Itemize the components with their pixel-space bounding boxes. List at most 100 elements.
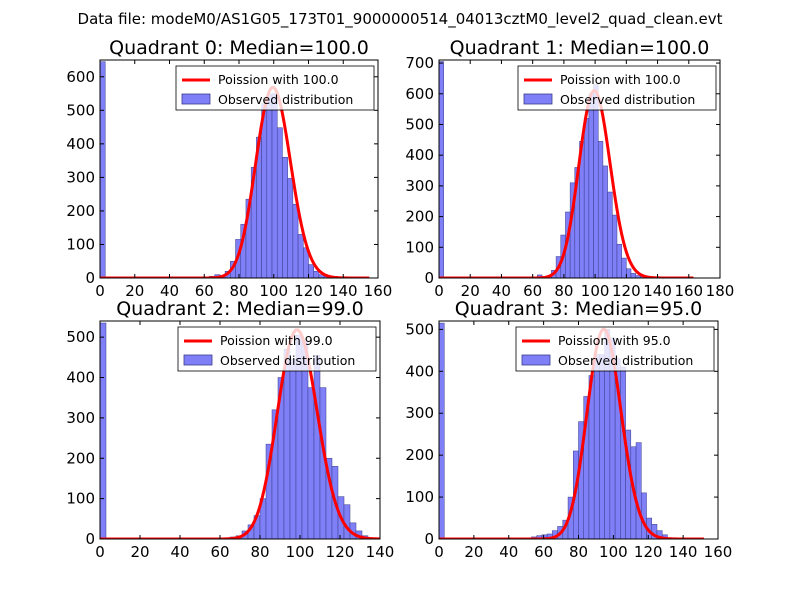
quadrant-0-xtick-label: 140 [329, 282, 358, 300]
quadrant-2-ytick-label: 100 [66, 490, 95, 508]
quadrant-2-fit-line [100, 328, 380, 539]
quadrant-3-xtick-label: 140 [669, 543, 698, 561]
quadrant-0-bar [100, 61, 106, 278]
quadrant-2-legend-line-label: Poission with 99.0 [220, 333, 333, 348]
quadrant-3-bar [620, 366, 626, 539]
quadrant-0-ytick-label: 300 [66, 168, 95, 186]
quadrant-3-chart: Quadrant 3: Median=95.0 0 20 40 60 80 100 120 14… [405, 298, 732, 561]
quadrant-0-bar [276, 127, 283, 278]
quadrant-1-bar [593, 84, 599, 278]
quadrant-0-xtick-label: 40 [160, 282, 179, 300]
quadrant-1-xtick-label: 60 [523, 282, 542, 300]
quadrant-1-title: Quadrant 1: Median=100.0 [450, 37, 710, 59]
quadrant-1-xtick-label: 160 [674, 282, 703, 300]
quadrant-2-legend-bar-swatch [183, 354, 213, 366]
quadrant-2-ytick-label: 0 [85, 530, 95, 548]
quadrant-0-bar [261, 103, 268, 278]
quadrant-1-ytick-label: 300 [405, 177, 434, 195]
quadrant-0-bar [308, 264, 314, 278]
quadrant-0-chart: Quadrant 0: Median=100.0 0 20 40 60 80 100 120 1… [66, 37, 392, 300]
figure-title: Data file: modeM0/AS1G05_173T01_90000005… [78, 10, 723, 29]
quadrant-3-bar [599, 354, 605, 539]
quadrant-1-bar [607, 191, 613, 278]
quadrant-2-ytick-label: 400 [66, 369, 95, 387]
quadrant-0-xtick-label: 160 [364, 282, 393, 300]
quadrant-1-bar [612, 214, 618, 278]
quadrant-3-xtick-label: 120 [634, 543, 663, 561]
quadrant-2-plot-area [100, 322, 380, 539]
quadrant-1-plot-area [439, 61, 694, 278]
quadrant-2-ytick-label: 200 [66, 449, 95, 467]
quadrant-0-bar [282, 157, 288, 278]
quadrant-0-plot-area [100, 61, 370, 278]
quadrant-1-legend-line-label: Poission with 100.0 [560, 72, 681, 87]
quadrant-3-fit-line [439, 327, 705, 539]
quadrant-1-axes-frame [438, 59, 721, 279]
quadrant-1-xtick-label: 140 [643, 282, 672, 300]
quadrant-1-bar [626, 268, 632, 278]
quadrant-2-bar [313, 355, 321, 539]
quadrant-3-xtick-label: 60 [534, 543, 553, 561]
quadrant-0-ytick-label: 0 [85, 269, 95, 287]
quadrant-0-ytick-label: 400 [66, 135, 95, 153]
quadrant-2-title: Quadrant 2: Median=99.0 [116, 298, 364, 320]
quadrant-3-bar [439, 322, 445, 539]
quadrant-0-xtick-label: 80 [229, 282, 248, 300]
quadrant-1-ytick-label: 700 [405, 54, 434, 72]
quadrant-3-ytick-label: 300 [405, 404, 434, 422]
quadrant-1-xtick-label: 0 [434, 282, 444, 300]
quadrant-1-legend: Poission with 100.0 Observed distribution [517, 65, 717, 111]
quadrant-1-fit-line [439, 89, 694, 278]
quadrant-0-fit-line [100, 86, 370, 278]
quadrant-0-legend-bar-label: Observed distribution [218, 92, 353, 107]
quadrant-2-xtick-label: 60 [210, 543, 229, 561]
quadrant-3-xtick-label: 20 [464, 543, 483, 561]
quadrant-3-bar [593, 354, 600, 539]
quadrant-2-xtick-label: 0 [95, 543, 105, 561]
quadrant-2-ytick-label: 300 [66, 409, 95, 427]
quadrant-3-xtick-label: 80 [569, 543, 588, 561]
quadrant-1-xtick-label: 40 [492, 282, 511, 300]
quadrant-2-xtick-label: 80 [250, 543, 269, 561]
quadrant-2-xtick-label: 20 [130, 543, 149, 561]
quadrant-3-legend-line-label: Poission with 95.0 [558, 333, 671, 348]
quadrant-0-title: Quadrant 0: Median=100.0 [109, 37, 369, 59]
quadrant-2-xtick-label: 40 [170, 543, 189, 561]
quadrant-0-xtick-label: 20 [125, 282, 144, 300]
quadrant-0-bar [292, 203, 299, 278]
quadrant-3-legend-bar-swatch [521, 354, 551, 366]
quadrant-2-bar [289, 359, 297, 539]
quadrant-0-ytick-label: 600 [66, 68, 95, 86]
quadrant-2-legend-bar-label: Observed distribution [220, 353, 355, 368]
quadrant-0-bar [297, 234, 304, 278]
quadrant-0-legend: Poission with 100.0 Observed distribution [175, 65, 375, 111]
quadrant-1-bar [616, 243, 622, 278]
quadrant-0-ytick-label: 500 [66, 101, 95, 119]
quadrant-1-legend-box [517, 65, 717, 111]
quadrant-1-xtick-label: 20 [461, 282, 480, 300]
quadrant-1-ytick-label: 600 [405, 85, 434, 103]
quadrant-2-bar [100, 322, 107, 539]
quadrant-0-bar [313, 271, 320, 278]
quadrant-3-ytick-label: 200 [405, 446, 434, 464]
quadrant-1-xtick-label: 80 [554, 282, 573, 300]
quadrant-2-bar [307, 387, 315, 539]
quadrant-1-ytick-label: 200 [405, 208, 434, 226]
quadrant-0-xtick-label: 120 [294, 282, 323, 300]
quadrant-3-ytick-label: 400 [405, 362, 434, 380]
quadrant-3-bar [635, 442, 642, 539]
quadrant-3-ytick-label: 0 [424, 530, 434, 548]
quadrant-3-xtick-label: 40 [499, 543, 518, 561]
quadrant-2-bar [283, 349, 291, 539]
quadrant-0-bar [287, 178, 294, 278]
quadrant-0-bar [271, 93, 278, 278]
quadrant-2-legend: Poission with 99.0 Observed distribution [177, 326, 377, 372]
quadrant-0-bar [266, 93, 273, 278]
quadrant-2-xtick-label: 100 [286, 543, 315, 561]
quadrant-3-legend: Poission with 95.0 Observed distribution [515, 326, 715, 372]
quadrant-0-xtick-label: 100 [259, 282, 288, 300]
quadrant-0-xtick-label: 0 [95, 282, 105, 300]
quadrant-2-xtick-label: 120 [326, 543, 355, 561]
